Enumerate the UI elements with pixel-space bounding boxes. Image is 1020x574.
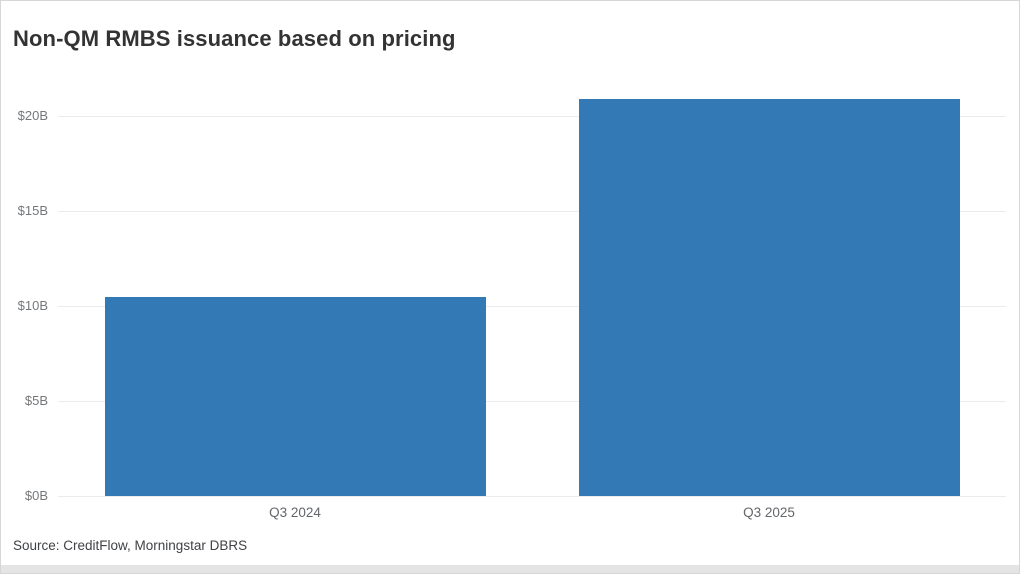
bar-q3-2024 [104, 296, 486, 496]
y-axis-tick-label: $15B [17, 203, 48, 219]
y-axis-tick-label: $5B [24, 393, 48, 409]
gridline-15b [58, 210, 1006, 212]
x-axis-tick-label: Q3 2025 [743, 505, 795, 520]
gridline-0b [58, 495, 1006, 497]
gridline-20b [58, 115, 1006, 117]
y-axis-tick-label: $10B [17, 298, 48, 314]
chart-title: Non-QM RMBS issuance based on pricing [13, 26, 456, 51]
y-axis-tick-label: $20B [17, 108, 48, 124]
bar-q3-2025 [578, 99, 960, 496]
y-axis-tick-label: $0B [24, 488, 48, 503]
x-axis-tick-label: Q3 2024 [269, 505, 321, 520]
source-attribution: Source: CreditFlow, Morningstar DBRS [13, 538, 248, 553]
footer-strip [1, 565, 1019, 573]
gridline-5b [58, 400, 1006, 402]
gridline-10b [58, 305, 1006, 307]
